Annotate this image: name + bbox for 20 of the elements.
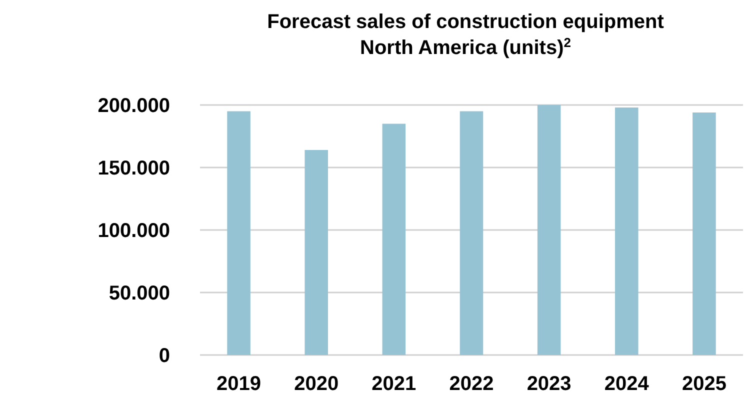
- bar: [537, 105, 561, 355]
- bar: [460, 111, 484, 355]
- x-tick-label: 2025: [682, 373, 726, 395]
- y-tick-label: 100.000: [98, 220, 170, 242]
- y-tick-label: 50.000: [108, 282, 170, 304]
- y-tick-label: 200.000: [98, 95, 170, 117]
- x-tick-label: 2019: [216, 373, 262, 395]
- x-tick-label: 2024: [604, 373, 650, 395]
- bar: [692, 112, 716, 355]
- bar: [304, 150, 328, 355]
- x-tick-label: 2023: [526, 373, 572, 395]
- x-tick-label: 2021: [372, 373, 416, 395]
- chart-title: Forecast sales of construction equipment North America (units)$^{2}$: [267, 11, 664, 59]
- y-tick-label: 0: [158, 345, 170, 367]
- x-tick-label: 2020: [294, 373, 339, 395]
- bar: [227, 111, 250, 355]
- bar: [615, 108, 638, 355]
- bar: [382, 124, 406, 355]
- x-tick-label: 2022: [449, 373, 494, 395]
- y-tick-label: 150.000: [98, 158, 170, 180]
